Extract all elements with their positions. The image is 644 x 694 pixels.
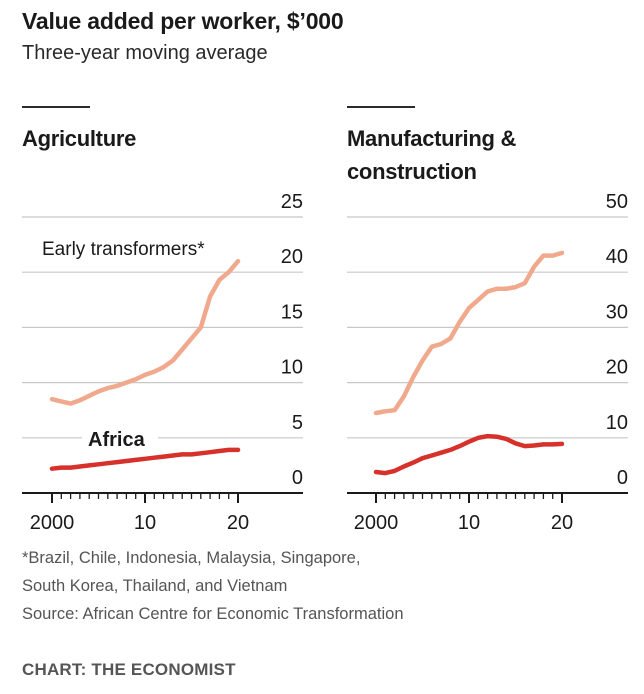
manufacturing-y-tick-label: 20 — [606, 357, 628, 379]
footnote-countries-2: South Korea, Thailand, and Vietnam — [22, 577, 288, 595]
manufacturing-y-tick-label: 0 — [617, 467, 628, 489]
panel-title-agriculture: Agriculture — [22, 126, 137, 151]
agriculture-y-tick-label: 20 — [281, 246, 303, 268]
source-note: Source: African Centre for Economic Tran… — [22, 605, 404, 623]
agriculture-series-line-early-transformers — [49, 258, 241, 406]
agriculture-x-tick-label: 2000 — [30, 512, 75, 534]
agriculture-x-tick-label: 20 — [227, 512, 249, 534]
chart-title: Value added per worker, $’000 — [22, 8, 344, 34]
panel-rule-manufacturing — [347, 106, 415, 108]
agriculture-y-tick-label: 5 — [292, 412, 303, 434]
footnotes: *Brazil, Chile, Indonesia, Malaysia, Sin… — [22, 544, 404, 628]
annotation-africa: Africa — [88, 429, 146, 451]
manufacturing-y-tick-label: 50 — [606, 191, 628, 213]
footnote-countries-1: *Brazil, Chile, Indonesia, Malaysia, Sin… — [22, 549, 361, 567]
panel-rule-agriculture — [22, 106, 90, 108]
annotation-early-transformers: Early transformers* — [42, 239, 205, 260]
manufacturing-series-line-early-transformers — [373, 250, 565, 416]
manufacturing-y-tick-label: 40 — [606, 246, 628, 268]
agriculture-series-line-africa — [49, 447, 241, 471]
chart-subtitle: Three-year moving average — [22, 42, 268, 64]
manufacturing-y-tick-label: 30 — [606, 301, 628, 323]
manufacturing-x-tick-label: 20 — [551, 512, 573, 534]
agriculture-y-tick-label: 10 — [281, 357, 303, 379]
panel-title-manufacturing: Manufacturing & construction — [347, 126, 517, 184]
agriculture-y-tick-label: 0 — [292, 467, 303, 489]
annotation-africa-background — [82, 422, 158, 452]
manufacturing-y-tick-label: 10 — [606, 412, 628, 434]
agriculture-y-tick-label: 25 — [281, 191, 303, 213]
manufacturing-x-tick-label: 2000 — [354, 512, 399, 534]
manufacturing-x-tick-label: 10 — [458, 512, 480, 534]
chart-credit: CHART: THE ECONOMIST — [22, 660, 236, 679]
charts-canvas: 0 5 10 15 20 25 2000 10 20 Early transformers* Afr… — [22, 191, 628, 534]
agriculture-x-tick-label: 10 — [134, 512, 156, 534]
manufacturing-series-line-africa — [373, 433, 565, 476]
agriculture-y-tick-label: 15 — [281, 301, 303, 323]
